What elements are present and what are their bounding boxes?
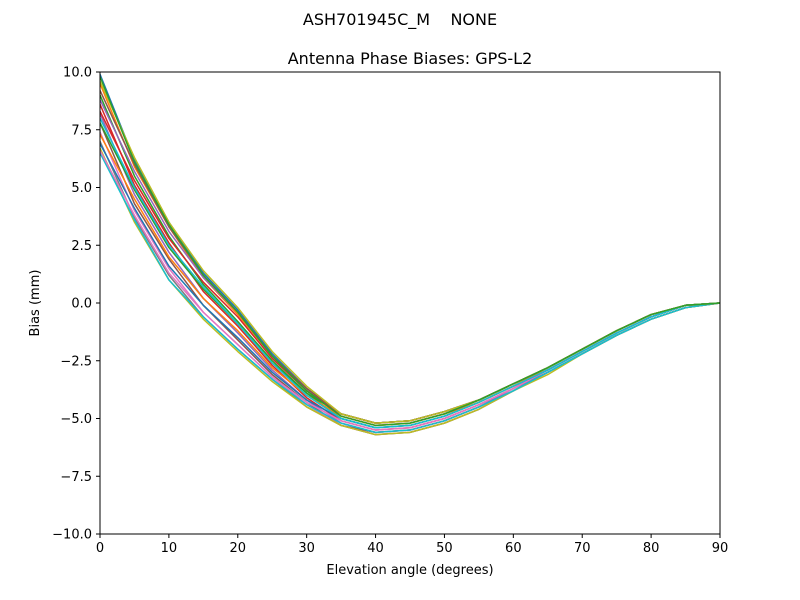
series-line-az180 [100, 80, 720, 424]
x-tick-label: 80 [643, 541, 660, 556]
series-line-az090 [100, 152, 720, 434]
x-tick-label: 50 [436, 541, 453, 556]
x-tick-label: 90 [712, 541, 729, 556]
y-tick-label: 2.5 [71, 239, 92, 254]
y-tick-label: −7.5 [60, 470, 92, 485]
figure-suptitle: ASH701945C_M NONE [302, 10, 498, 29]
x-tick-label: 30 [298, 541, 315, 556]
y-axis-ticks: 10.0 7.5 5.0 2.5 0.0 −2.5 −5.0 −7.5 −10.0 [52, 66, 100, 543]
y-tick-label: 10.0 [63, 66, 92, 81]
x-tick-label: 20 [230, 541, 247, 556]
x-axis-label: Elevation angle (degrees) [326, 563, 493, 578]
series-line-az170 [100, 117, 720, 429]
series-lines [100, 74, 720, 436]
y-tick-label: −2.5 [60, 354, 92, 369]
x-tick-label: 40 [367, 541, 384, 556]
y-axis-label: Bias (mm) [28, 270, 43, 337]
x-tick-label: 70 [574, 541, 591, 556]
y-tick-label: −5.0 [60, 412, 92, 427]
y-tick-label: 5.0 [71, 181, 92, 196]
series-line-az130 [100, 122, 720, 424]
series-line-az070 [100, 140, 720, 436]
chart-title: Antenna Phase Biases: GPS-L2 [288, 49, 533, 68]
series-line-az010 [100, 83, 720, 427]
plot-frame [99, 71, 721, 535]
y-tick-label: 0.0 [71, 297, 92, 312]
series-line-az040 [100, 113, 720, 434]
x-tick-label: 0 [96, 541, 104, 556]
series-line-az000 [100, 74, 720, 424]
y-tick-label: 7.5 [71, 123, 92, 138]
series-line-az190 [100, 76, 720, 427]
series-line-az140 [100, 110, 720, 424]
series-line-az120 [100, 134, 720, 427]
x-tick-label: 10 [161, 541, 178, 556]
series-line-az030 [100, 104, 720, 431]
x-axis-ticks: 0 10 20 30 40 50 60 70 80 90 [96, 534, 728, 556]
y-tick-label: −10.0 [52, 528, 92, 543]
x-tick-label: 60 [505, 541, 522, 556]
